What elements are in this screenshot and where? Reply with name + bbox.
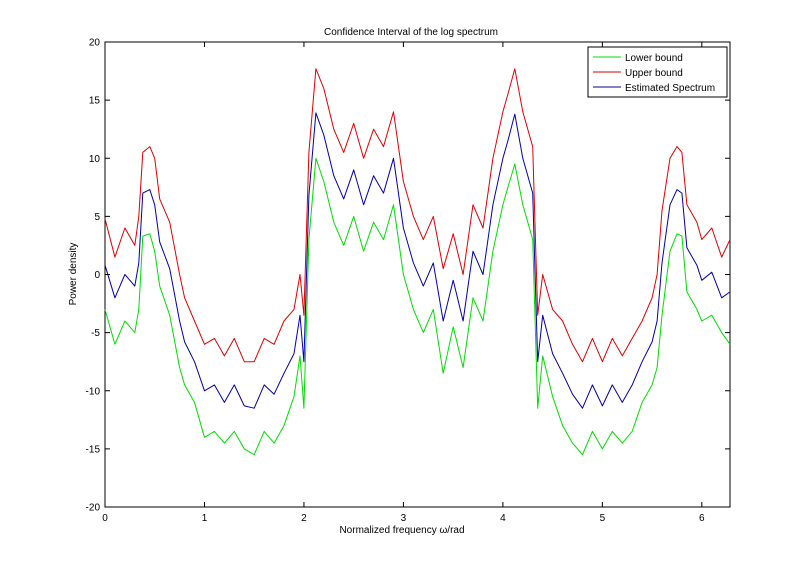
y-tick-label: -20: [86, 503, 101, 514]
series-line-estimate: [104, 112, 731, 409]
y-tick-label: -10: [86, 386, 101, 397]
x-tick-label: 5: [600, 513, 606, 524]
y-tick-label: 15: [89, 96, 101, 107]
y-axis-label: Power density: [68, 243, 79, 306]
x-tick-label: 1: [202, 513, 208, 524]
y-tick-label: -5: [91, 328, 100, 339]
y-tick-label: 10: [89, 154, 101, 165]
y-tick-label: 20: [89, 38, 101, 49]
legend-label-estimate: Estimated Spectrum: [625, 83, 715, 94]
y-tick-label: -15: [86, 444, 101, 455]
chart-title: Confidence Interval of the log spectrum: [324, 27, 498, 38]
legend-label-lower: Lower bound: [625, 53, 683, 64]
y-tick-label: 0: [94, 270, 100, 281]
plot-area: [104, 41, 731, 508]
legend: Lower bound Upper bound Estimated Spectr…: [587, 46, 728, 98]
legend-label-upper: Upper bound: [625, 68, 683, 79]
y-tick-labels: -20 -15 -10 -5 0 5 10 15 20: [86, 38, 101, 514]
series-line-upper: [104, 68, 731, 363]
x-tick-label: 3: [401, 513, 407, 524]
series-line-lower: [104, 157, 731, 456]
axis-ticks: [104, 41, 730, 508]
y-tick-label: 5: [94, 212, 100, 223]
x-tick-label: 0: [102, 513, 108, 524]
x-tick-label: 2: [301, 513, 307, 524]
x-tick-labels: 0 1 2 3 4 5 6: [102, 513, 705, 524]
series-lines: [104, 68, 731, 456]
x-tick-label: 4: [500, 513, 506, 524]
x-tick-label: 6: [699, 513, 705, 524]
x-axis-label: Normalized frequency ω/rad: [339, 525, 464, 536]
